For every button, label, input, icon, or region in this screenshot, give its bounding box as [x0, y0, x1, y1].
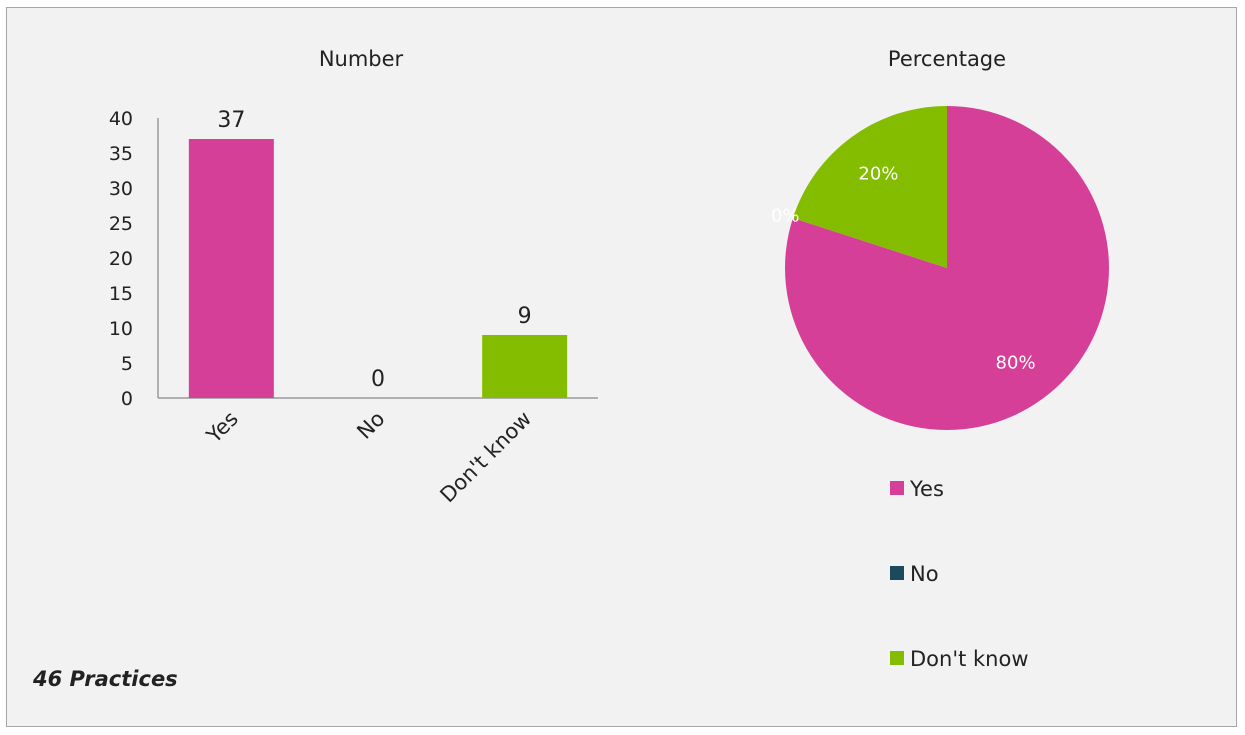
- bar-y-tick-label: 0: [121, 388, 133, 410]
- bar-x-tick-label: No: [352, 407, 389, 444]
- bar-x-tick-label: Yes: [201, 407, 243, 449]
- bar-y-tick-label: 30: [109, 178, 133, 200]
- legend-label: Don't know: [910, 647, 1029, 671]
- bar-y-tick-label: 10: [109, 318, 133, 340]
- bar-chart-title: Number: [319, 47, 404, 71]
- footnote: 46 Practices: [33, 667, 178, 691]
- pie-data-label: 80%: [996, 352, 1036, 373]
- bar-mark: [188, 139, 274, 398]
- bar-data-label: 37: [217, 108, 245, 133]
- pie-slice: [785, 106, 1109, 430]
- bar-data-label: 0: [371, 367, 385, 392]
- pie-data-label: 20%: [858, 164, 898, 185]
- bar-y-tick-label: 5: [121, 353, 133, 375]
- pie-chart-title: Percentage: [888, 47, 1006, 71]
- legend-label: No: [910, 562, 939, 586]
- bar-y-tick-label: 20: [109, 248, 133, 270]
- bar-mark: [482, 335, 568, 398]
- bar-x-tick-label: Don't know: [435, 407, 536, 508]
- legend-swatch: [890, 651, 904, 665]
- bar-y-tick-label: 25: [109, 213, 133, 235]
- legend-swatch: [890, 566, 904, 580]
- pie-slice: [792, 106, 947, 268]
- bar-y-tick-label: 40: [109, 108, 133, 130]
- legend-swatch: [890, 481, 904, 495]
- bar-y-tick-label: 15: [109, 283, 133, 305]
- bar-y-tick-label: 35: [109, 143, 133, 165]
- legend-label: Yes: [909, 477, 944, 501]
- bar-data-label: 9: [518, 304, 532, 329]
- pie-data-label: 0%: [771, 205, 800, 226]
